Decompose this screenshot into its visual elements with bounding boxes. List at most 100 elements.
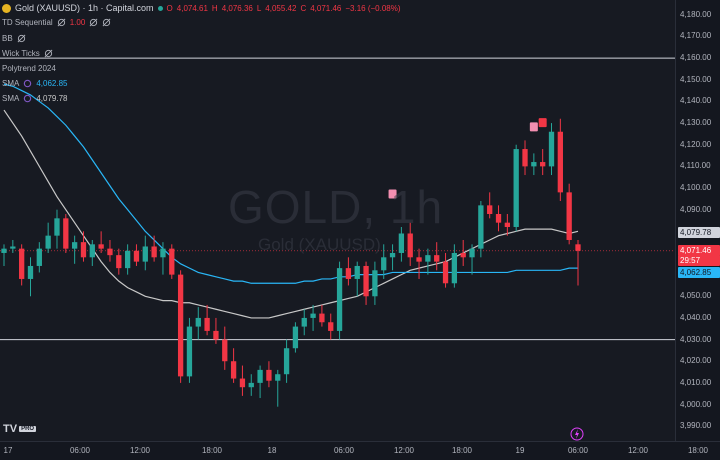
settings-icon[interactable] [23,94,32,103]
candle-body [363,265,369,297]
candle-body [213,330,219,340]
candle-body [36,248,42,266]
candle-body [301,317,307,327]
ohlc-open-label: O [166,3,173,13]
indicator-td-sequential[interactable]: TD Sequential 1.00 [2,18,111,27]
status-dot-icon [157,5,163,11]
candle-body [292,326,299,349]
lightning-icon[interactable] [570,427,584,441]
candle-body [310,313,316,318]
candle-body [177,274,184,377]
price-tick: 4,160.00 [680,53,712,63]
candle-body [513,149,519,227]
price-tick: 3,990.00 [680,421,712,431]
time-tick: 12:00 [129,446,151,455]
candle-body [540,162,546,167]
candle-body [566,192,572,240]
bb-label: BB [2,34,13,43]
candle-body [495,214,502,223]
candle-body [54,218,60,236]
symbol-watermark-sub: Gold (XAUUSD) [258,235,381,254]
chart-pane[interactable]: GOLD, 1h Gold (XAUUSD) Gold (XAUUSD) · 1… [0,0,675,441]
hide-icon[interactable] [89,18,98,27]
time-tick: 18:00 [687,446,709,455]
price-tick: 4,130.00 [680,118,712,128]
wick-ticks-label: Wick Ticks [2,49,40,58]
time-tick: 19 [515,446,525,455]
candle-body [248,382,254,388]
sma-2-label: SMA [2,94,20,103]
time-tick: 06:00 [69,446,91,455]
candle-body [336,268,343,331]
candle-body [133,250,140,262]
time-tick: 18:00 [451,446,473,455]
indicator-bb[interactable]: BB [2,34,26,43]
hide-icon[interactable] [57,18,66,27]
candle-body [319,313,325,323]
candle-body [416,257,422,262]
candle-body [275,374,281,381]
candle-body [142,246,148,262]
symbol-title[interactable]: Gold (XAUUSD) · 1h · Capital.com [15,3,154,13]
hide-icon[interactable] [44,49,53,58]
price-tick: 4,050.00 [680,291,712,301]
sma-1-label: SMA [2,79,20,88]
hide-icon[interactable] [17,34,26,43]
candle-body [557,131,563,193]
candlestick-chart[interactable] [0,0,675,441]
tradingview-logo[interactable]: TV PRO [3,423,37,435]
candle-body [522,149,528,167]
time-tick: 06:00 [333,446,355,455]
candle-body [195,317,201,327]
candle-body [434,255,440,262]
countdown-badge: 29:57 [678,254,720,266]
candle-body [381,257,387,271]
candle-body [257,369,263,383]
ohlc-close-label: C [300,3,307,13]
candle-body [10,246,16,249]
price-tick: 4,020.00 [680,356,712,366]
hide-icon[interactable] [102,18,111,27]
td-sequential-label: TD Sequential [2,18,53,27]
candle-body [425,255,431,262]
candle-body [80,242,87,258]
indicator-sma-2[interactable]: SMA 4,079.78 [2,94,67,103]
price-tick: 4,040.00 [680,312,712,322]
candle-body [19,248,25,279]
logo-text: TV [3,423,18,435]
time-tick: 18 [267,446,277,455]
candle-body [328,322,334,331]
price-tick: 4,030.00 [680,334,712,344]
candle-body [186,326,193,377]
candle-body [575,244,581,251]
ohlc-low: 4,055.42 [265,3,297,13]
price-tick: 4,090.00 [680,204,712,214]
candle-body [451,252,458,284]
candle-body [169,248,175,275]
time-tick: 06:00 [567,446,589,455]
ohlc-close: 4,071.46 [310,3,342,13]
candle-body [124,250,131,269]
sma-blue-line [3,83,578,284]
price-tick: 4,150.00 [680,74,712,84]
symbol-logo-icon [2,3,11,13]
time-axis[interactable]: 17 06:00 12:00 18:00 18 06:00 12:00 18:00 19 06:0… [0,441,720,460]
candle-body [407,233,413,258]
candle-body [372,270,378,297]
sma-2-value: 4,079.78 [36,94,68,103]
price-axis[interactable]: 4,180.00 4,170.00 4,160.00 4,150.00 4,140.00… [675,0,720,441]
indicator-sma-1[interactable]: SMA 4,062.85 [2,79,67,88]
candle-body [27,265,34,279]
settings-icon[interactable] [23,79,32,88]
candle-body [487,205,493,215]
price-tick: 4,180.00 [680,9,712,19]
candle-body [239,378,246,388]
indicator-wick-ticks[interactable]: Wick Ticks [2,49,53,58]
candle-body [45,235,51,249]
candle-body [160,248,166,258]
symbol-legend[interactable]: Gold (XAUUSD) · 1h · Capital.com O 4,074.… [2,3,401,13]
candle-body [460,252,466,258]
candle-body [222,339,228,362]
indicator-polytrend[interactable]: Polytrend 2024 [2,64,56,73]
